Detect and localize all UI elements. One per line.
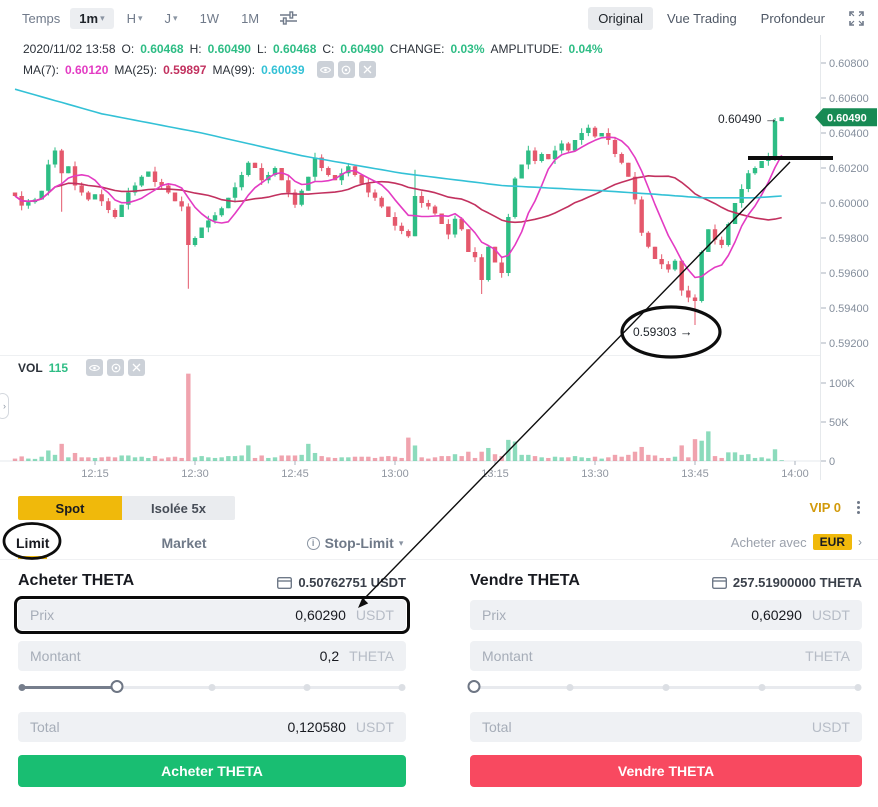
buy-amount-field[interactable]: Montant 0,2 THETA	[18, 641, 406, 671]
sell-amount-slider[interactable]	[467, 680, 862, 694]
svg-text:100K: 100K	[829, 378, 855, 390]
svg-text:0.60200: 0.60200	[829, 163, 869, 175]
slider-stop-75[interactable]	[303, 684, 311, 691]
svg-text:13:00: 13:00	[381, 468, 409, 480]
high-price-annotation: 0.60490 →	[718, 111, 778, 126]
indicator-settings-icon[interactable]	[280, 11, 298, 25]
svg-text:0.59400: 0.59400	[829, 303, 869, 315]
more-menu-icon[interactable]	[855, 499, 862, 516]
buy-title: Acheter THETA	[18, 572, 135, 589]
chevron-right-icon: ›	[3, 401, 6, 411]
svg-text:50K: 50K	[829, 417, 849, 429]
mode-tabs: Spot Isolée 5x	[18, 496, 235, 520]
target-icon[interactable]	[107, 359, 125, 376]
svg-text:13:45: 13:45	[681, 468, 709, 480]
view-buttons: Original Vue Trading Profondeur	[588, 6, 835, 30]
trade-panel: Spot Isolée 5x VIP 0 Limit Market i Stop…	[0, 488, 878, 807]
interval-1m[interactable]: 1m ▾	[70, 7, 114, 29]
svg-text:12:30: 12:30	[181, 468, 209, 480]
buy-balance: 0.50762751 USDT	[277, 575, 406, 590]
svg-text:0.60600: 0.60600	[829, 93, 869, 105]
view-profondeur[interactable]: Profondeur	[760, 10, 825, 26]
slider-stop-75[interactable]	[758, 684, 766, 691]
slider-stop-100[interactable]	[398, 684, 406, 691]
slider-handle[interactable]	[110, 680, 124, 693]
svg-text:0: 0	[829, 456, 835, 468]
chart-toolbar: Temps 1m ▾ H ▾ J ▾ 1W 1M Original Vue Trading Pro…	[0, 0, 878, 36]
slider-stop-100[interactable]	[854, 684, 862, 691]
wallet-icon	[711, 576, 727, 589]
view-original[interactable]: Original	[588, 6, 654, 30]
candle-datetime: 2020/11/02 13:58	[23, 42, 116, 56]
slider-stop-25[interactable]	[566, 684, 574, 691]
sell-price-field[interactable]: Prix 0,60290 USDT	[470, 600, 862, 630]
ohlc-info-row: 2020/11/02 13:58 O: 0.60468 H: 0.60490 L: 0.60…	[23, 42, 603, 56]
buy-price-field[interactable]: Prix 0,60290 USDT	[14, 596, 410, 634]
tab-spot[interactable]: Spot	[18, 496, 122, 520]
slider-stop-50[interactable]	[662, 684, 670, 691]
slider-stop-0[interactable]	[18, 684, 26, 691]
volume-label: VOL	[18, 360, 43, 375]
buy-button[interactable]: Acheter THETA	[18, 755, 406, 787]
svg-text:0.60000: 0.60000	[829, 198, 869, 210]
volume-header: VOL 115	[18, 359, 146, 376]
chart-pan-area[interactable]	[0, 80, 820, 460]
tab-market[interactable]: Market	[161, 535, 207, 551]
svg-text:13:30: 13:30	[581, 468, 609, 480]
sell-total-field[interactable]: Total USDT	[470, 712, 862, 742]
svg-text:0.60400: 0.60400	[829, 128, 869, 140]
low-price-annotation: 0.59303 →	[633, 324, 693, 339]
view-vue-trading[interactable]: Vue Trading	[667, 10, 737, 26]
time-label: Temps	[22, 10, 61, 26]
volume-value: 115	[48, 360, 69, 375]
info-icon: i	[306, 536, 320, 550]
eye-icon[interactable]	[316, 61, 334, 78]
sell-form: Vendre THETA 257.51900000 THETA Prix 0,6…	[467, 488, 862, 807]
right-arrow-icon: →	[764, 111, 778, 126]
slider-handle[interactable]	[467, 680, 481, 693]
ma-info-row: MA(7): 0.60120 MA(25): 0.59897 MA(99): 0.6003…	[23, 61, 376, 78]
interval-1w[interactable]: 1W	[199, 10, 220, 26]
svg-text:14:00: 14:00	[781, 468, 809, 480]
svg-text:12:45: 12:45	[281, 468, 309, 480]
fullscreen-icon[interactable]	[849, 10, 864, 26]
svg-text:0.59200: 0.59200	[829, 338, 869, 350]
eye-icon[interactable]	[86, 359, 104, 376]
sell-title: Vendre THETA	[470, 572, 580, 589]
interval-h[interactable]: H ▾	[126, 10, 143, 26]
tab-isolated-5x[interactable]: Isolée 5x	[122, 496, 235, 520]
svg-text:12:15: 12:15	[81, 468, 109, 480]
svg-text:0.59800: 0.59800	[829, 233, 869, 245]
chevron-right-icon: ›	[858, 535, 862, 549]
svg-text:0.59600: 0.59600	[829, 268, 869, 280]
close-icon[interactable]	[128, 359, 146, 376]
interval-buttons: 1m ▾ H ▾ J ▾ 1W 1M	[70, 7, 268, 29]
svg-text:0.60800: 0.60800	[829, 58, 869, 70]
buy-total-field[interactable]: Total 0,120580 USDT	[18, 712, 406, 742]
eur-badge: EUR	[812, 534, 852, 550]
wallet-icon	[277, 576, 293, 589]
target-icon[interactable]	[337, 61, 355, 78]
orderbook-expand-handle[interactable]: ›	[0, 393, 9, 419]
svg-text:13:15: 13:15	[481, 468, 509, 480]
slider-stop-50[interactable]	[208, 684, 216, 691]
svg-text:0.60490: 0.60490	[827, 112, 867, 124]
interval-1m[interactable]: 1M	[241, 10, 260, 26]
buy-form: Acheter THETA 0.50762751 USDT Prix 0,602…	[14, 488, 410, 807]
right-arrow-icon: →	[679, 324, 693, 339]
sell-button[interactable]: Vendre THETA	[470, 755, 862, 787]
interval-j[interactable]: J ▾	[164, 10, 178, 26]
vip-level[interactable]: VIP 0	[809, 500, 841, 515]
close-icon[interactable]	[358, 61, 376, 78]
sell-amount-field[interactable]: Montant THETA	[470, 641, 862, 671]
sell-balance: 257.51900000 THETA	[711, 575, 862, 590]
buy-amount-slider[interactable]	[18, 680, 406, 694]
